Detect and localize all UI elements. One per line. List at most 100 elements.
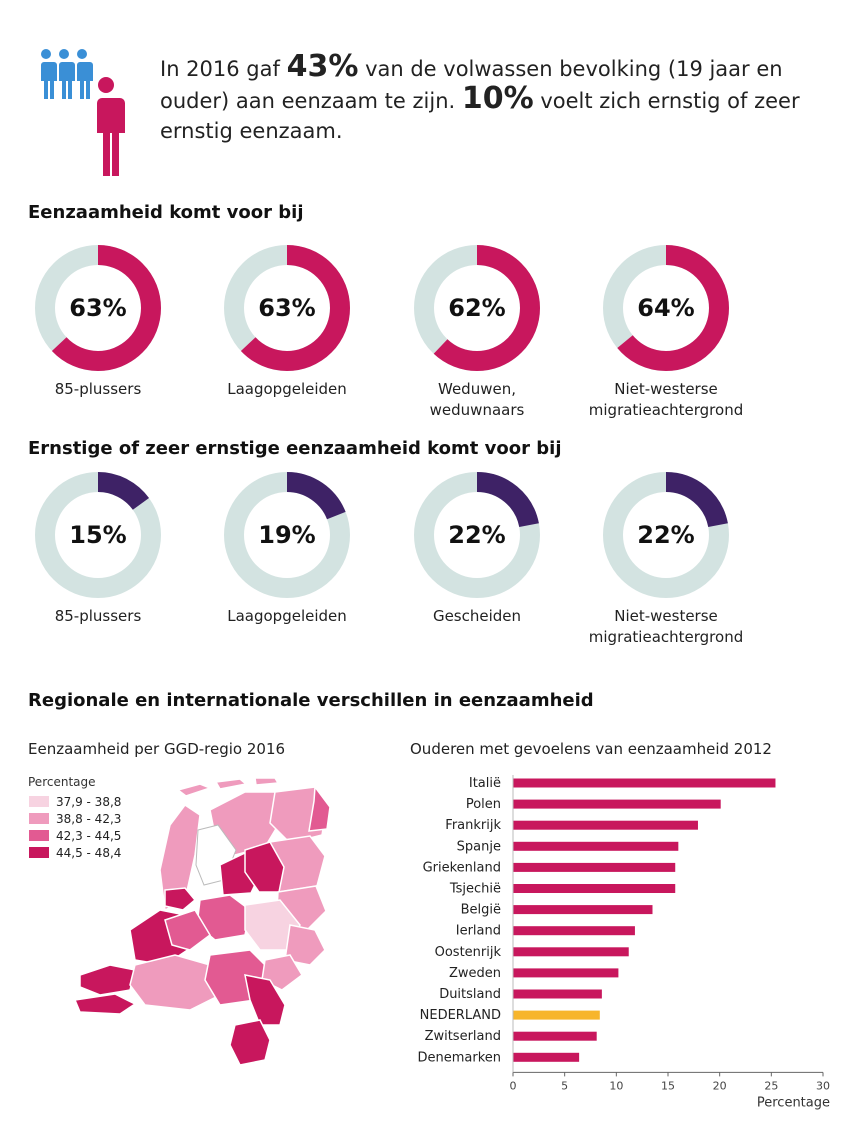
section2-title: Ernstige of zeer ernstige eenzaamheid ko… [28, 438, 562, 459]
bar [513, 1031, 597, 1041]
donut-label: Gescheiden [377, 606, 577, 627]
bar [513, 799, 721, 809]
people-icon [38, 49, 125, 176]
section3-title: Regionale en internationale verschillen … [28, 690, 594, 711]
section1-title: Eenzaamheid komt voor bij [28, 202, 304, 223]
donut-arc [224, 245, 350, 371]
donut-value: 15% [69, 521, 127, 549]
intro-section: In 2016 gaf 43% van de volwassen bevolki… [0, 0, 850, 190]
bar [513, 1010, 600, 1020]
donut-label: Weduwen, weduwnaars [377, 379, 577, 421]
x-tick-label: 30 [816, 1079, 830, 1092]
bar-category-label: NEDERLAND [420, 1008, 501, 1023]
map-title: Eenzaamheid per GGD-regio 2016 [28, 740, 286, 758]
section2-donut: 15% [33, 470, 163, 600]
legend-label: 38,8 - 42,3 [56, 811, 122, 826]
donut-arc [35, 472, 161, 598]
donut-label-line: Weduwen, [438, 380, 516, 398]
donut-arc [414, 472, 540, 598]
map-region [214, 778, 248, 790]
donut-label-line: Niet-westerse [614, 380, 718, 398]
legend-swatch [28, 846, 50, 859]
bar-category-label: Zwitserland [425, 1029, 501, 1044]
bar-category-label: Polen [466, 797, 501, 812]
bar-category-label: Duitsland [439, 987, 501, 1002]
donut-label-line: Laagopgeleiden [227, 380, 347, 398]
intro-text-part: In 2016 gaf [160, 57, 287, 81]
donut-value: 22% [637, 521, 695, 549]
bar-chart-svg: Italië Polen Frankrijk Spanje Griekenland Tsj… [417, 775, 830, 1110]
legend-title: Percentage [28, 775, 96, 789]
section1-donut: 63% [222, 243, 352, 373]
map-region [254, 777, 280, 786]
x-axis-title: Percentage [757, 1095, 830, 1110]
netherlands-map [73, 777, 331, 1066]
bar-category-label: Denemarken [417, 1050, 501, 1065]
legend-item: 37,9 - 38,8 [28, 793, 121, 810]
donut-label: 85-plussers [0, 379, 198, 400]
bar-category-label: Ierland [456, 924, 501, 939]
bar [513, 841, 679, 851]
bar-category-label: Frankrijk [445, 818, 501, 833]
bar [513, 989, 602, 999]
bar-category-label: Tsjechië [449, 882, 501, 897]
donut-label-line: 85-plussers [54, 607, 142, 625]
intro-text-part: voelt zich ernstig of zeer ernstig eenza… [160, 89, 800, 143]
donut-label-line: Niet-westerse [614, 607, 718, 625]
donut-arc [224, 472, 350, 598]
intro-highlight-43: 43% [286, 49, 359, 84]
map-region [164, 909, 211, 951]
x-tick-label: 0 [510, 1079, 517, 1092]
donut-label-line: migratieachtergrond [588, 401, 744, 419]
legend-item: 42,3 - 44,5 [28, 827, 121, 844]
donut-label: Laagopgeleiden [187, 606, 387, 627]
intro-text: In 2016 gaf 43% van de volwassen bevolki… [160, 52, 800, 146]
intro-highlight-10: 10% [461, 81, 534, 116]
bar [513, 820, 698, 830]
bar [513, 862, 676, 872]
bar [513, 947, 629, 957]
legend-label: 37,9 - 38,8 [56, 794, 122, 809]
donut-value: 63% [258, 294, 316, 322]
donut-label-line: Gescheiden [432, 607, 522, 625]
section2-donut: 19% [222, 470, 352, 600]
donut-value: 62% [448, 294, 506, 322]
donut-label-line: 85-plussers [54, 380, 142, 398]
donut-label-line: Laagopgeleiden [227, 607, 347, 625]
donut-value: 64% [637, 294, 695, 322]
donut-arc [35, 245, 161, 371]
section1-donut: 63% [33, 243, 163, 373]
donut-arc [603, 245, 729, 371]
bar-category-label: België [461, 903, 501, 918]
bar-category-label: Spanje [457, 839, 501, 854]
bar [513, 905, 653, 915]
bar [513, 968, 619, 978]
legend-items: 37,9 - 38,8 38,8 - 42,3 42,3 - 44,5 44,5 - … [28, 793, 121, 861]
section1-donut: 62% [412, 243, 542, 373]
x-tick-label: 15 [661, 1079, 675, 1092]
bar [513, 884, 676, 893]
x-tick-label: 5 [561, 1079, 568, 1092]
legend-item: 38,8 - 42,3 [28, 810, 121, 827]
donut-value: 63% [69, 294, 127, 322]
map-legend: Percentage 37,9 - 38,8 38,8 - 42,3 42,3 - … [28, 775, 121, 861]
bar-chart: Italië Polen Frankrijk Spanje Griekenland Tsj… [395, 770, 845, 1115]
donut-label: Laagopgeleiden [187, 379, 387, 400]
map-region [261, 954, 303, 991]
x-tick-label: 25 [764, 1079, 778, 1092]
map-region [73, 993, 137, 1015]
bar-category-label: Zweden [449, 966, 501, 981]
map-region [176, 783, 213, 797]
map-region [229, 1019, 271, 1066]
donut-arc [414, 245, 540, 371]
section2-donut: 22% [601, 470, 731, 600]
bar-chart-title: Ouderen met gevoelens van eenzaamheid 20… [410, 740, 772, 758]
map-region [164, 887, 197, 911]
map-region [79, 964, 136, 996]
bar-category-label: Oostenrijk [435, 945, 502, 960]
bar-category-label: Italië [469, 776, 501, 791]
legend-swatch [28, 812, 50, 825]
donut-label: Niet-westerse migratieachtergrond [566, 606, 766, 648]
donut-value: 22% [448, 521, 506, 549]
donut-arc [603, 472, 729, 598]
